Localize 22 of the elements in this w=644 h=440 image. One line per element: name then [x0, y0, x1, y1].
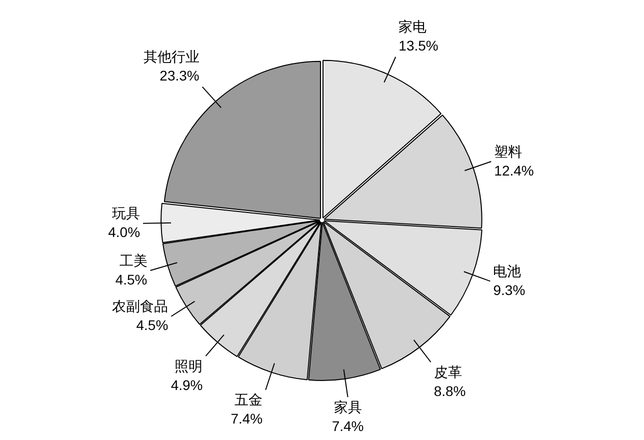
data-label: 4.5% — [115, 271, 148, 288]
slice-label: 五金 — [234, 392, 263, 408]
slice-label: 塑料 — [494, 143, 522, 160]
data-label: 7.4% — [230, 410, 263, 427]
slice-label: 其他行业 — [143, 48, 200, 65]
slice-label: 农副食品 — [112, 298, 168, 314]
data-label: 12.4% — [494, 162, 534, 178]
slice-label: 工美 — [119, 252, 148, 268]
data-label: 4.9% — [170, 376, 203, 393]
slice-label: 玩具 — [112, 205, 140, 222]
slice-label: 电池 — [493, 263, 522, 280]
data-label: 4.5% — [136, 317, 168, 334]
data-label: 9.3% — [493, 282, 526, 298]
data-label: 4.0% — [108, 224, 140, 240]
slice-label: 照明 — [174, 358, 203, 374]
data-label: 13.5% — [398, 38, 438, 54]
slice-label: 家具 — [334, 398, 362, 415]
data-label: 23.3% — [160, 68, 200, 84]
slice-label: 皮革 — [434, 364, 462, 380]
data-label: 7.4% — [332, 418, 364, 434]
data-label: 8.8% — [434, 382, 466, 399]
slice-label: 家电 — [398, 18, 427, 35]
